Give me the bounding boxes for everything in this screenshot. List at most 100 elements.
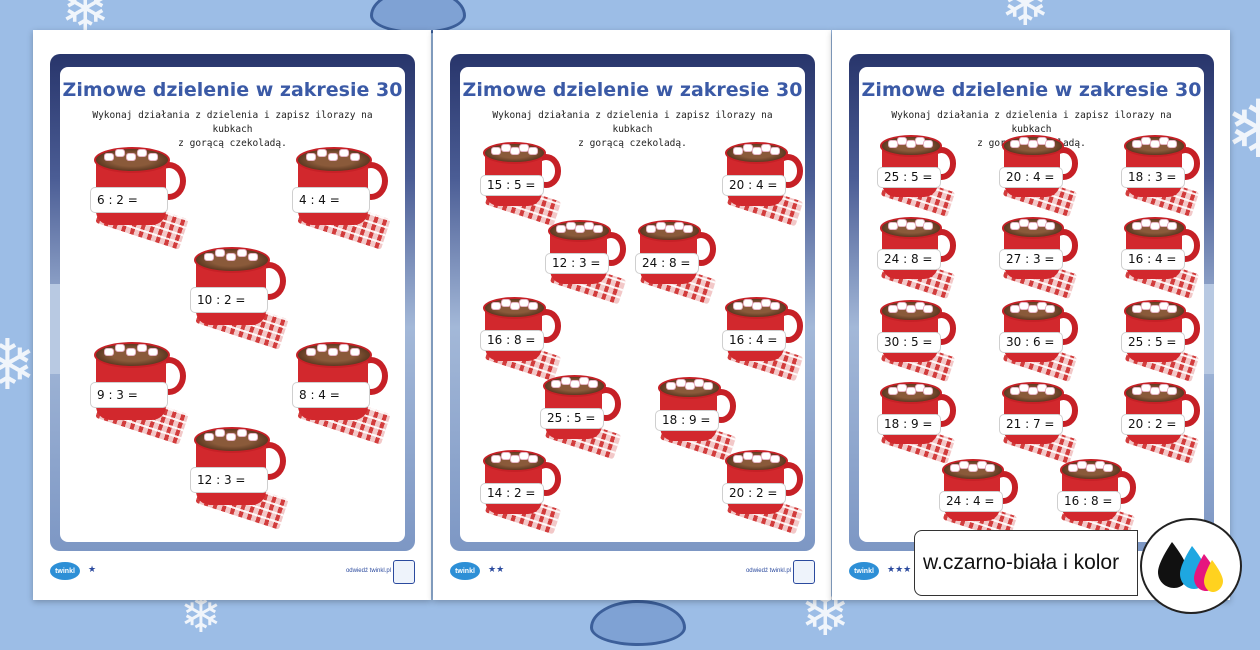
worksheet-panel: Zimowe dzielenie w zakresie 30 Wykonaj d…: [859, 67, 1204, 542]
snowflake-icon: ❄: [1000, 0, 1051, 40]
hot-chocolate-card: 24 : 4 =: [939, 459, 1027, 547]
division-equation: 16 : 8 =: [1057, 491, 1121, 512]
marshmallow-icon: [104, 348, 114, 356]
hot-chocolate-card: 16 : 4 =: [1121, 217, 1209, 305]
marshmallow-icon: [1045, 386, 1056, 395]
hot-chocolate-card: 16 : 8 =: [480, 297, 570, 387]
marshmallow-icon: [328, 153, 338, 161]
hot-chocolate-icon: [194, 247, 270, 273]
marshmallow-icon: [923, 304, 934, 313]
worksheet-title: Zimowe dzielenie w zakresie 30: [861, 79, 1202, 101]
hot-chocolate-card: 4 : 4 =: [292, 147, 402, 257]
difficulty-stars: ★★: [488, 565, 505, 575]
hot-chocolate-card: 9 : 3 =: [90, 342, 200, 452]
marshmallow-icon: [491, 454, 502, 463]
worksheet-instructions: Wykonaj działania z dzielenia i zapisz i…: [492, 110, 773, 149]
twinkl-logo: twinkl: [450, 562, 480, 580]
marshmallow-icon: [1045, 139, 1056, 148]
marshmallow-icon: [137, 344, 147, 352]
marshmallow-icon: [115, 344, 125, 352]
twinkl-logo: twinkl: [849, 562, 879, 580]
hot-chocolate-card: 16 : 4 =: [722, 297, 812, 387]
worksheet-instructions: Wykonaj działania z dzielenia i zapisz i…: [92, 110, 373, 149]
marshmallow-icon: [1045, 221, 1056, 230]
division-equation: 12 : 3 =: [190, 467, 268, 493]
marshmallow-icon: [682, 224, 693, 233]
division-equation: 12 : 3 =: [545, 252, 609, 275]
division-equation: 30 : 6 =: [999, 332, 1063, 353]
division-equation: 27 : 3 =: [999, 249, 1063, 270]
marshmallow-icon: [148, 153, 158, 161]
marshmallow-icon: [733, 454, 744, 463]
division-equation: 21 : 7 =: [999, 414, 1063, 435]
holly-leaf-icon: [370, 0, 466, 34]
division-equation: 24 : 8 =: [635, 252, 699, 275]
division-equation: 20 : 4 =: [999, 167, 1063, 188]
marshmallow-icon: [148, 348, 158, 356]
marshmallow-icon: [306, 153, 316, 161]
hot-chocolate-card: 25 : 5 =: [540, 375, 630, 465]
marshmallow-icon: [491, 301, 502, 310]
marshmallow-icon: [1167, 221, 1178, 230]
marshmallow-icon: [527, 146, 538, 155]
division-equation: 8 : 4 =: [292, 382, 370, 408]
hot-chocolate-card: 16 : 8 =: [1057, 459, 1145, 547]
twinkl-logo: twinkl: [50, 562, 80, 580]
division-equation: 10 : 2 =: [190, 287, 268, 313]
division-equation: 30 : 5 =: [877, 332, 941, 353]
marshmallow-icon: [248, 433, 258, 441]
division-equation: 24 : 8 =: [877, 249, 941, 270]
winter-frame: Zimowe dzielenie w zakresie 30 Wykonaj d…: [50, 54, 415, 551]
hot-chocolate-card: 21 : 7 =: [999, 382, 1087, 470]
snowflake-icon: ❄: [0, 324, 37, 406]
marshmallow-icon: [115, 149, 125, 157]
division-equation: 20 : 2 =: [1121, 414, 1185, 435]
marshmallow-icon: [1167, 139, 1178, 148]
hot-chocolate-card: 18 : 3 =: [1121, 135, 1209, 223]
marshmallow-icon: [592, 224, 603, 233]
marshmallow-icon: [1167, 304, 1178, 313]
marshmallow-icon: [666, 381, 677, 390]
marshmallow-icon: [527, 301, 538, 310]
ink-drops-icon: [1140, 518, 1242, 614]
division-equation: 16 : 4 =: [1121, 249, 1185, 270]
hot-chocolate-card: 12 : 3 =: [190, 427, 300, 537]
division-equation: 20 : 2 =: [722, 482, 786, 505]
snowflake-icon: ❄: [1225, 83, 1260, 176]
marshmallow-icon: [587, 379, 598, 388]
winter-frame: Zimowe dzielenie w zakresie 30 Wykonaj d…: [450, 54, 815, 551]
marshmallow-icon: [527, 454, 538, 463]
hot-chocolate-card: 20 : 4 =: [999, 135, 1087, 223]
marshmallow-icon: [237, 429, 247, 437]
marshmallow-icon: [985, 463, 996, 472]
marshmallow-icon: [646, 224, 657, 233]
division-equation: 20 : 4 =: [722, 174, 786, 197]
marshmallow-icon: [104, 153, 114, 161]
division-equation: 6 : 2 =: [90, 187, 168, 213]
hot-chocolate-card: 30 : 6 =: [999, 300, 1087, 388]
marshmallow-icon: [317, 149, 327, 157]
page-footer: twinkl ★ odwiedź twinkl.pl: [50, 560, 415, 584]
marshmallow-icon: [317, 344, 327, 352]
marshmallow-icon: [769, 301, 780, 310]
marshmallow-icon: [733, 146, 744, 155]
division-equation: 25 : 5 =: [540, 407, 604, 430]
division-equation: 15 : 5 =: [480, 174, 544, 197]
marshmallow-icon: [126, 153, 136, 161]
division-equation: 9 : 3 =: [90, 382, 168, 408]
difficulty-stars: ★★★: [887, 565, 912, 575]
marshmallow-icon: [237, 249, 247, 257]
worksheet-page-2: Zimowe dzielenie w zakresie 30 Wykonaj d…: [433, 30, 831, 600]
hot-chocolate-card: 27 : 3 =: [999, 217, 1087, 305]
hot-chocolate-card: 25 : 5 =: [877, 135, 965, 223]
marshmallow-icon: [769, 146, 780, 155]
marshmallow-icon: [126, 348, 136, 356]
page-footer: twinkl ★★★: [849, 560, 1214, 584]
marshmallow-icon: [551, 379, 562, 388]
marshmallow-icon: [215, 249, 225, 257]
division-equation: 16 : 8 =: [480, 329, 544, 352]
hot-chocolate-card: 6 : 2 =: [90, 147, 200, 257]
marshmallow-icon: [204, 433, 214, 441]
marshmallow-icon: [215, 429, 225, 437]
hot-chocolate-card: 8 : 4 =: [292, 342, 402, 452]
